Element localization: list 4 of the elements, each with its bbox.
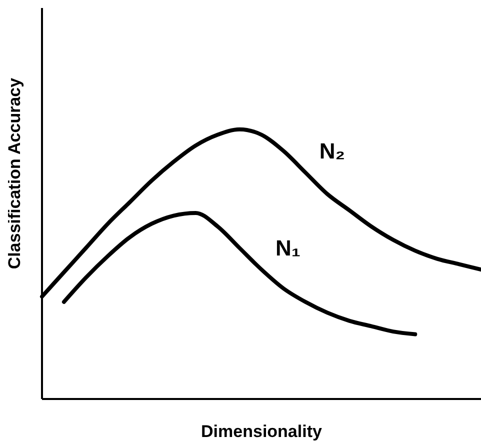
y-axis-title: Classification Accuracy — [5, 77, 24, 270]
series-label: N₁ — [276, 236, 300, 261]
x-axis-title: Dimensionality — [201, 422, 322, 441]
series-label: N₂ — [319, 138, 346, 164]
